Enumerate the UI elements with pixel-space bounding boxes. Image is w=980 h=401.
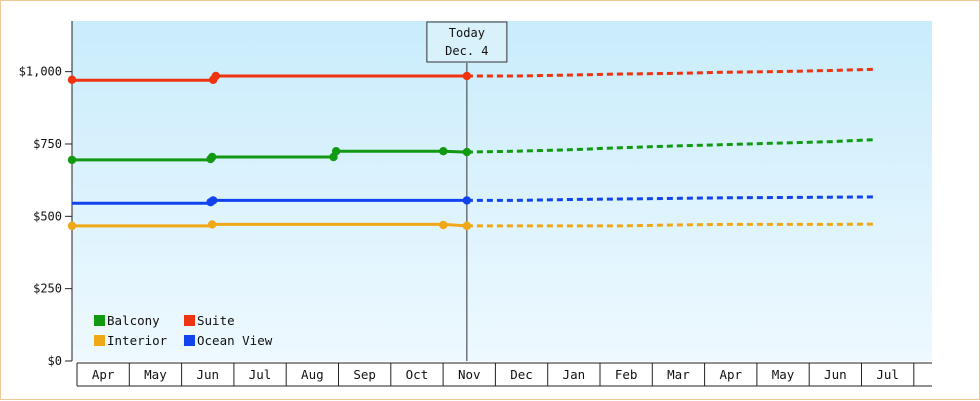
- month-label: Jun: [824, 367, 847, 382]
- series-layer: [67, 67, 875, 231]
- legend: Balcony Suite Interior Ocean View: [94, 313, 273, 348]
- y-tick-label: $250: [33, 282, 62, 296]
- legend-swatch-interior: [94, 335, 105, 346]
- legend-label-interior: Interior: [107, 333, 168, 348]
- series-ocean-view: [72, 195, 875, 207]
- today-marker: Today Dec. 4: [426, 21, 508, 361]
- series-line-interior: [72, 222, 467, 228]
- y-axis: $0 $250 $500 $750 $1,000: [19, 65, 72, 368]
- month-label: Nov: [458, 367, 481, 382]
- legend-swatch-suite: [184, 315, 195, 326]
- month-label: Aug: [301, 367, 324, 382]
- point-interior: [462, 221, 472, 231]
- point-suite: [67, 75, 77, 84]
- legend-swatch-balcony: [94, 315, 105, 326]
- point-suite: [462, 71, 472, 81]
- month-label: Jun: [196, 367, 219, 382]
- month-label: Oct: [406, 367, 429, 382]
- month-label: Jul: [249, 367, 272, 382]
- series-suite: [67, 67, 875, 84]
- month-label: Jul: [876, 367, 899, 382]
- point-balcony: [67, 155, 77, 165]
- month-label: Apr: [719, 367, 742, 382]
- month-label: Jan: [563, 367, 586, 382]
- y-tick-label: $1,000: [19, 65, 62, 79]
- point-interior: [207, 220, 217, 229]
- point-balcony: [439, 147, 448, 156]
- point-balcony: [331, 147, 341, 156]
- month-label: May: [772, 367, 795, 382]
- forecast-line-ocean-view: [466, 195, 875, 202]
- point-suite: [211, 71, 221, 81]
- point-interior: [439, 220, 448, 230]
- point-ocean-view: [209, 196, 218, 205]
- legend-swatch-ocean-view: [184, 335, 195, 346]
- y-tick-label: $750: [33, 137, 62, 151]
- series-interior: [67, 220, 875, 231]
- month-label: Feb: [615, 367, 638, 382]
- today-callout-box: [426, 21, 508, 63]
- month-label: May: [144, 367, 167, 382]
- y-tick-label: $500: [33, 209, 62, 223]
- point-balcony: [462, 147, 472, 157]
- month-label: Sep: [353, 367, 376, 382]
- plot-area: [72, 21, 932, 361]
- series-balcony: [67, 138, 875, 165]
- point-interior: [67, 221, 77, 231]
- y-tick-label: $0: [48, 354, 62, 368]
- x-axis: Apr May Jun Jul Aug Sep Oct Nov Dec Jan Feb Mar Apr M…: [76, 362, 932, 387]
- month-label: Dec: [510, 367, 533, 382]
- today-date: Dec. 4: [445, 44, 488, 58]
- month-label: Apr: [92, 367, 115, 382]
- point-balcony: [207, 152, 217, 162]
- legend-label-balcony: Balcony: [107, 313, 160, 328]
- legend-label-suite: Suite: [197, 313, 235, 328]
- point-ocean-view: [462, 196, 472, 205]
- legend-label-ocean-view: Ocean View: [197, 333, 273, 348]
- forecast-line-interior: [466, 222, 875, 228]
- today-label: Today: [449, 26, 485, 40]
- month-label: Mar: [667, 367, 690, 382]
